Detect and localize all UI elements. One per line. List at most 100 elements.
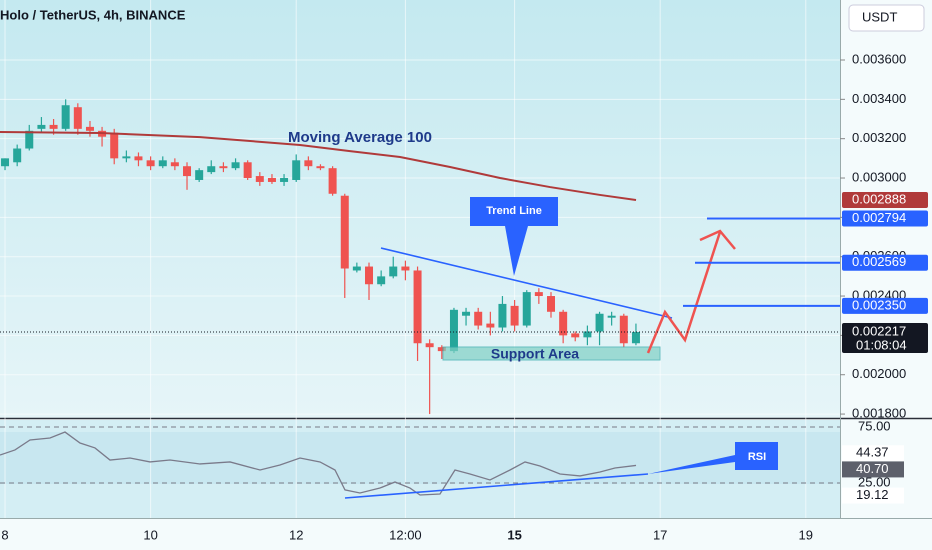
price-label-box: [842, 297, 928, 314]
price-label: 0.002569: [852, 254, 906, 269]
rsi-value-box: [842, 487, 904, 504]
candle-body: [61, 105, 70, 129]
ma-label: Moving Average 100: [288, 129, 432, 146]
candle-body: [219, 166, 228, 169]
x-tick-label: 15: [507, 527, 521, 542]
candle-body: [583, 331, 592, 338]
candle-body: [534, 292, 543, 297]
y-tick-label: 0.003200: [852, 130, 906, 145]
candle-body: [413, 270, 422, 344]
rsi-trend-line: [344, 473, 649, 499]
chart-title: Holo / TetherUS, 4h, BINANCE: [0, 7, 186, 22]
rsi-callout-text: RSI: [748, 451, 766, 463]
rsi-value-label: 40.70: [856, 461, 889, 476]
x-tick-label: 17: [653, 527, 667, 542]
trend-callout: [470, 197, 558, 276]
x-tick-label: 10: [143, 527, 157, 542]
candle-body: [377, 276, 386, 285]
candle-body: [498, 303, 507, 328]
rsi-value-label: 44.37: [856, 445, 889, 460]
y-tick-label: 0.003600: [852, 51, 906, 66]
candle-body: [389, 266, 398, 277]
price-label-box: [842, 254, 928, 271]
y-tick-label: 0.002000: [852, 366, 906, 381]
candle-body: [304, 160, 313, 167]
candle-body: [37, 124, 46, 129]
candle-body: [328, 168, 337, 194]
candle-body: [195, 170, 204, 180]
x-tick-label: 12: [289, 527, 303, 542]
candle-body: [352, 266, 361, 271]
candle-body: [462, 311, 471, 316]
candle-body: [607, 315, 616, 318]
candle-body: [449, 309, 458, 352]
currency: USDT: [862, 9, 897, 24]
candle-body: [292, 160, 301, 180]
candle-body: [510, 305, 519, 326]
candle-body: [631, 332, 640, 344]
rsi-value-box: [842, 445, 904, 462]
candle-body: [619, 315, 628, 344]
moving-average: [0, 130, 637, 202]
candle-body: [231, 162, 240, 169]
candle-body: [170, 162, 179, 167]
candle-body: [340, 195, 349, 269]
support-text: Support Area: [491, 346, 579, 362]
price-label: 0.002794: [852, 210, 906, 225]
price-label-box: [842, 210, 928, 227]
trend-callout-text: Trend Line: [486, 205, 542, 217]
y-tick-label: 0.001800: [852, 406, 906, 421]
candle-body: [110, 132, 119, 159]
candle-body: [486, 323, 495, 328]
candle-body: [267, 178, 276, 182]
trend-line: [380, 247, 673, 319]
candle-body: [365, 266, 374, 285]
candle-body: [595, 313, 604, 332]
candle-body: [134, 156, 143, 161]
x-tick-label: 12:00: [389, 527, 422, 542]
candle-body: [280, 178, 289, 182]
candle-body: [13, 148, 22, 163]
candle-body: [243, 162, 252, 179]
candle-body: [25, 130, 34, 149]
current-price-box: [842, 323, 928, 354]
rsi-value-box: [842, 461, 904, 478]
candle-body: [183, 166, 192, 177]
currency-box[interactable]: [848, 4, 925, 32]
x-tick-label: 8: [1, 527, 8, 542]
candle-body: [122, 156, 131, 159]
price-label: 0.002350: [852, 297, 906, 312]
candle-body: [522, 292, 531, 326]
rsi-line: [0, 431, 637, 496]
candle-body: [255, 176, 264, 182]
candle-body: [474, 311, 483, 326]
candle-body: [559, 311, 568, 336]
rsi-tick-label: 25.00: [858, 474, 891, 489]
candle-body: [401, 266, 410, 271]
current-price: 0.002217: [852, 323, 906, 338]
projection-arrow: [646, 231, 722, 354]
candle-body: [571, 333, 580, 338]
y-tick-label: 0.003000: [852, 169, 906, 184]
candle-body: [73, 107, 82, 129]
rsi-tick-label: 75.00: [858, 418, 891, 433]
candle-body: [49, 124, 58, 129]
price-label: 0.002888: [852, 191, 906, 206]
rsi-callout: [648, 442, 778, 474]
y-tick-label: 0.003400: [852, 91, 906, 106]
rsi-band: [0, 432, 840, 484]
price-label-box: [842, 192, 928, 209]
candle-body: [207, 166, 216, 173]
candle-body: [425, 343, 434, 348]
price-pane: [0, 0, 840, 418]
candle-body: [85, 126, 94, 131]
x-tick-label: 19: [799, 527, 813, 542]
candle-body: [158, 160, 167, 167]
candle-body: [437, 347, 446, 352]
candle-body: [146, 160, 155, 167]
support-zone: [442, 346, 661, 361]
rsi-value-label: 19.12: [856, 487, 889, 502]
candle-body: [316, 166, 325, 169]
candle-body: [1, 158, 10, 167]
